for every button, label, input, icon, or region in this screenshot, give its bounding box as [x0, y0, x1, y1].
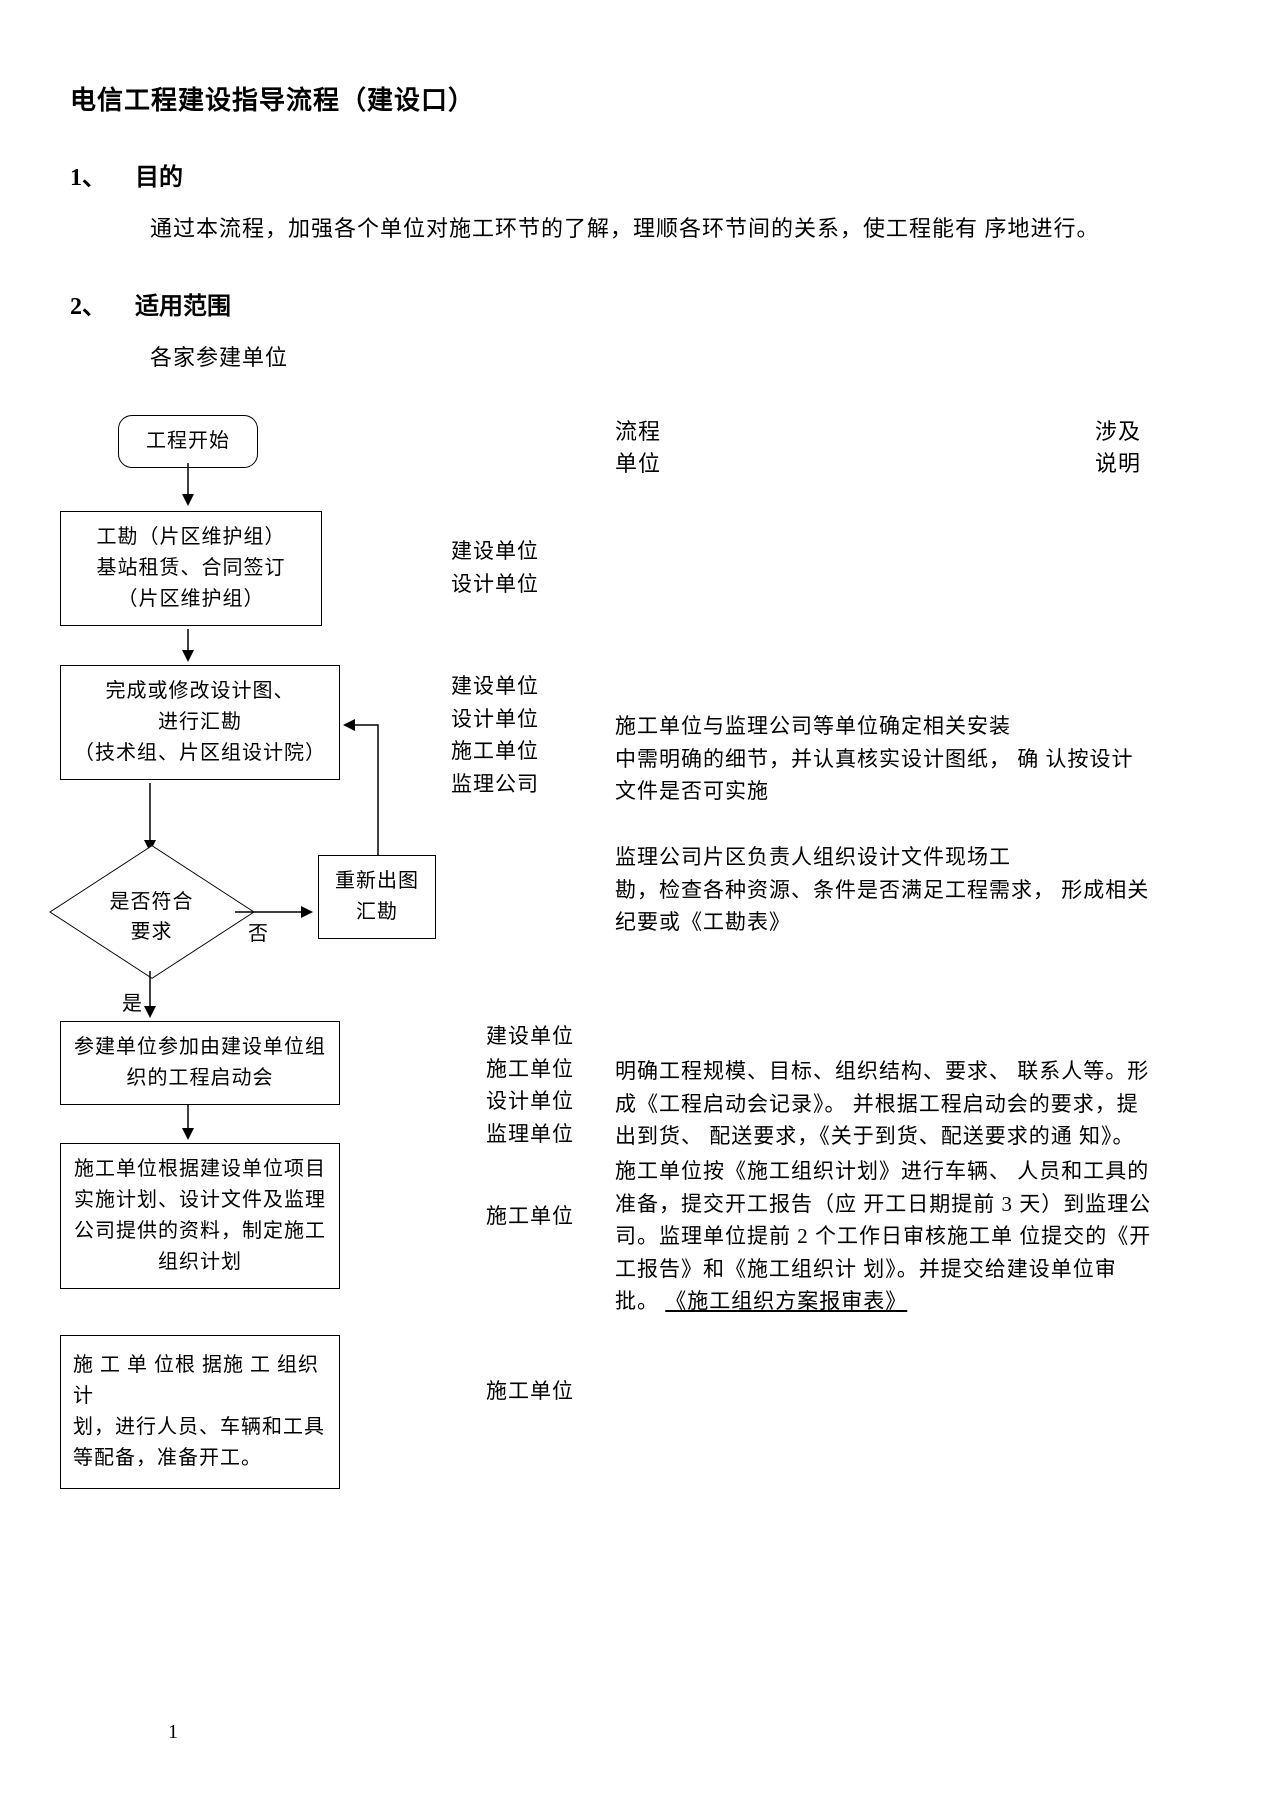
doc-title: 电信工程建设指导流程（建设口） [70, 80, 1214, 117]
header-units2: 单位 [615, 447, 661, 480]
units-2-l3: 施工单位 [440, 735, 550, 768]
flow-box-5-l1: 施 工 单 位根 据施 工 组织计 [73, 1350, 327, 1412]
units-2: 建设单位 设计单位 施工单位 监理公司 [440, 670, 550, 800]
flow-start: 工程开始 [118, 415, 258, 468]
flow-box-4-l4: 组织计划 [69, 1247, 331, 1278]
flow-box-4: 施工单位根据建设单位项目 实施计划、设计文件及监理 公司提供的资料，制定施工 组… [60, 1143, 340, 1289]
units-5: 施工单位 [475, 1375, 585, 1408]
flow-box-2: 完成或修改设计图、 进行汇勘 （技术组、片区组设计院） [60, 665, 340, 780]
decision-l1: 是否符合 [64, 887, 239, 917]
flow-box-5-l3: 等配备，准备开工。 [73, 1443, 327, 1474]
page-number: 1 [168, 1721, 178, 1744]
header-process: 流程 [615, 415, 661, 448]
flow-box-3-l1: 参建单位参加由建设单位组 [69, 1032, 331, 1063]
units-3-l2: 施工单位 [475, 1053, 585, 1086]
units-3-l1: 建设单位 [475, 1020, 585, 1053]
decision-no: 否 [248, 917, 269, 946]
desc-3: 明确工程规模、目标、组织结构、要求、 联系人等。形成《工程启动会记录》。 并根据… [615, 1055, 1155, 1153]
flow-box-5: 施 工 单 位根 据施 工 组织计 划，进行人员、车辆和工具 等配备，准备开工。 [60, 1335, 340, 1489]
units-4: 施工单位 [475, 1200, 585, 1233]
flow-box-3-l2: 织的工程启动会 [69, 1063, 331, 1094]
flow-decision: 是否符合 要求 [64, 851, 239, 973]
units-3-l3: 设计单位 [475, 1085, 585, 1118]
flow-box-3: 参建单位参加由建设单位组 织的工程启动会 [60, 1021, 340, 1105]
flow-rework-l1: 重新出图 [327, 866, 427, 897]
section-2-title: 适用范围 [135, 286, 231, 321]
decision-yes: 是 [122, 987, 143, 1016]
flow-box-1-l1: 工勘（片区维护组） [69, 522, 313, 553]
units-2-l4: 监理公司 [440, 768, 550, 801]
section-2-num: 2、 [70, 286, 135, 321]
units-2-l2: 设计单位 [440, 703, 550, 736]
desc-2: 监理公司片区负责人组织设计文件现场工 勘，检查各种资源、条件是否满足工程需求， … [615, 841, 1155, 939]
flow-box-4-l1: 施工单位根据建设单位项目 [69, 1154, 331, 1185]
desc-1b: 中需明确的细节，并认真核实设计图纸， 确 认按设计文件是否可实施 [615, 743, 1155, 808]
flow-box-2-l1: 完成或修改设计图、 [69, 676, 331, 707]
desc-1a: 施工单位与监理公司等单位确定相关安装 [615, 710, 1155, 743]
flow-box-1-l2: 基站租赁、合同签订 [69, 553, 313, 584]
flow-box-1-l3: （片区维护组） [69, 584, 313, 615]
section-1-head: 1、 目的 [70, 157, 1214, 192]
flow-box-2-l3: （技术组、片区组设计院） [69, 738, 331, 769]
flowchart: 流程 单位 涉及 说明 工程开始 工勘（片区维护组） 基站租赁、合同签订 （片区… [70, 415, 1214, 1635]
flow-box-1: 工勘（片区维护组） 基站租赁、合同签订 （片区维护组） [60, 511, 322, 626]
units-1-l1: 建设单位 [440, 535, 550, 568]
flow-rework-l2: 汇勘 [327, 897, 427, 928]
units-3: 建设单位 施工单位 设计单位 监理单位 [475, 1020, 585, 1150]
flow-rework: 重新出图 汇勘 [318, 855, 436, 939]
section-2-body: 各家参建单位 [150, 341, 1214, 375]
units-1-l2: 设计单位 [440, 568, 550, 601]
units-3-l4: 监理单位 [475, 1118, 585, 1151]
section-1-body: 通过本流程，加强各个单位对施工环节的了解，理顺各环节间的关系，使工程能有 序地进… [150, 212, 1214, 246]
desc-1: 施工单位与监理公司等单位确定相关安装 中需明确的细节，并认真核实设计图纸， 确 … [615, 710, 1155, 808]
desc-4: 施工单位按《施工组织计划》进行车辆、 人员和工具的准备，提交开工报告（应 开工日… [615, 1155, 1155, 1318]
units-1: 建设单位 设计单位 [440, 535, 550, 600]
desc-2a: 监理公司片区负责人组织设计文件现场工 [615, 841, 1155, 874]
flow-box-4-l2: 实施计划、设计文件及监理 [69, 1185, 331, 1216]
section-2-head: 2、 适用范围 [70, 286, 1214, 321]
header-desc: 说明 [1095, 447, 1141, 480]
flow-box-5-l2: 划，进行人员、车辆和工具 [73, 1412, 327, 1443]
flow-box-4-l3: 公司提供的资料，制定施工 [69, 1216, 331, 1247]
flow-box-2-l2: 进行汇勘 [69, 707, 331, 738]
desc-4-underline: 《施工组织方案报审表》 [665, 1289, 907, 1313]
decision-l2: 要求 [64, 917, 239, 947]
desc-2b: 勘，检查各种资源、条件是否满足工程需求， 形成相关纪要或《工勘表》 [615, 874, 1155, 939]
units-2-l1: 建设单位 [440, 670, 550, 703]
header-units: 涉及 [1095, 415, 1141, 448]
section-1-num: 1、 [70, 157, 135, 192]
section-1-title: 目的 [135, 157, 183, 192]
